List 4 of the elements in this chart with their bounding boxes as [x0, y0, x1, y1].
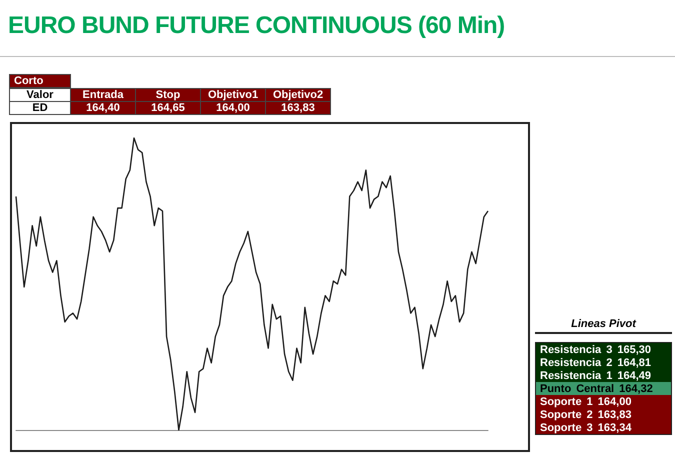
trade-table: Valor Entrada Stop Objetivo1 Objetivo2 ED 164,40 164,65 164,00 163,83 [9, 88, 331, 115]
title-cell: Corto [9, 74, 71, 88]
text: Lineas Pivot [535, 318, 672, 334]
chart-title: EURO BUND FUTURE CONTINUOUS (60 Min) [8, 12, 505, 40]
